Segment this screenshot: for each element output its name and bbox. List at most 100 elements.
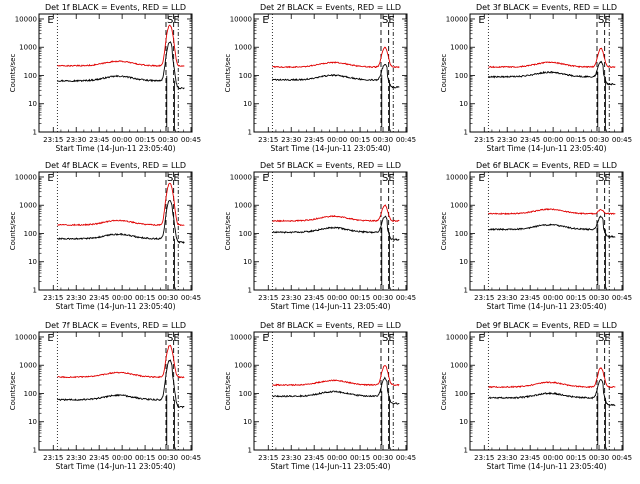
x-tick-label: 23:45: [520, 136, 540, 144]
x-tick-label: 23:15: [474, 136, 494, 144]
y-tick-label: 1000: [234, 362, 252, 370]
chart-title: Det 8f BLACK = Events, RED = LLD: [260, 321, 401, 330]
marker-label-e: E: [478, 15, 484, 26]
lld-line: [57, 182, 185, 227]
y-tick-label: 10000: [446, 15, 468, 23]
y-axis-label: Counts/sec: [224, 54, 232, 93]
chart-title: Det 9f BLACK = Events, RED = LLD: [476, 321, 617, 330]
y-tick-label: 1: [464, 129, 468, 137]
x-tick-label: 00:30: [589, 136, 609, 144]
x-tick-label: 23:30: [497, 294, 517, 302]
plot-frame: [469, 13, 624, 133]
x-tick-label: 23:45: [89, 136, 109, 144]
plot-frame: [469, 331, 624, 451]
marker-label-se: SE: [167, 15, 180, 26]
chart-panel-9: Det 9f BLACK = Events, RED = LLD 1 10 100 10…: [440, 321, 632, 471]
y-tick-label: 10: [459, 418, 468, 426]
y-tick-label: 100: [455, 230, 468, 238]
events-line: [272, 64, 400, 89]
x-tick-label: 00:00: [112, 294, 132, 302]
events-line: [57, 359, 185, 409]
x-tick-label: 23:45: [520, 454, 540, 462]
marker-label-se: SE: [167, 333, 180, 344]
x-tick-label: 00:15: [350, 454, 370, 462]
marker-label-e: E: [478, 173, 484, 184]
lld-line: [57, 344, 185, 379]
y-axis-label: Counts/sec: [9, 212, 17, 251]
y-tick-label: 10: [28, 100, 37, 108]
chart-panel-1: Det 1f BLACK = Events, RED = LLD 1 10 100 10…: [9, 3, 201, 153]
events-line: [272, 376, 400, 405]
y-axis-label: Counts/sec: [9, 54, 17, 93]
y-axis-label: Counts/sec: [224, 372, 232, 411]
y-axis-label: Counts/sec: [440, 212, 448, 251]
x-tick-label: 00:30: [158, 294, 178, 302]
events-line: [488, 215, 616, 239]
x-tick-label: 23:30: [497, 454, 517, 462]
x-tick-label: 00:45: [396, 454, 416, 462]
chart-panel-4: Det 4f BLACK = Events, RED = LLD 1 10 100 10…: [9, 161, 201, 311]
y-tick-label: 100: [239, 230, 252, 238]
chart-title: Det 2f BLACK = Events, RED = LLD: [260, 3, 401, 12]
y-tick-label: 100: [455, 72, 468, 80]
x-tick-label: 23:15: [258, 136, 278, 144]
x-axis-label: Start Time (14-Jun-11 23:05:40): [487, 462, 607, 471]
y-tick-label: 100: [24, 390, 37, 398]
y-tick-label: 1: [33, 129, 37, 137]
lld-line: [488, 367, 616, 389]
x-tick-label: 23:45: [89, 294, 109, 302]
plot-frame: [469, 171, 624, 291]
lld-line: [272, 204, 400, 223]
chart-panel-6: Det 6f BLACK = Events, RED = LLD 1 10 100 10…: [440, 161, 632, 311]
x-tick-label: 23:30: [66, 136, 86, 144]
y-tick-label: 10: [28, 418, 37, 426]
events-line: [488, 60, 616, 86]
x-tick-label: 00:45: [181, 454, 201, 462]
y-tick-label: 10000: [15, 173, 37, 181]
chart-title: Det 5f BLACK = Events, RED = LLD: [260, 161, 401, 170]
y-tick-label: 1000: [19, 44, 37, 52]
x-tick-label: 23:45: [304, 136, 324, 144]
marker-label-se: SE: [382, 15, 395, 26]
plot-frame: [38, 13, 193, 133]
y-tick-label: 10000: [230, 173, 252, 181]
y-tick-label: 1: [464, 447, 468, 455]
plot-frame: [253, 171, 408, 291]
x-tick-label: 00:45: [396, 136, 416, 144]
x-tick-label: 00:30: [158, 454, 178, 462]
marker-label-se: SE: [382, 333, 395, 344]
chart-title: Det 4f BLACK = Events, RED = LLD: [45, 161, 186, 170]
y-tick-label: 1: [33, 447, 37, 455]
lld-line: [272, 365, 400, 387]
chart-title: Det 7f BLACK = Events, RED = LLD: [45, 321, 186, 330]
x-tick-label: 23:30: [66, 294, 86, 302]
x-tick-label: 23:15: [43, 294, 63, 302]
y-tick-label: 10: [459, 258, 468, 266]
marker-label-e: E: [47, 333, 53, 344]
x-tick-label: 23:45: [89, 454, 109, 462]
y-tick-label: 10000: [15, 333, 37, 341]
x-tick-label: 23:15: [43, 454, 63, 462]
y-tick-label: 100: [239, 72, 252, 80]
y-axis-label: Counts/sec: [440, 54, 448, 93]
x-tick-label: 23:30: [281, 454, 301, 462]
marker-label-e: E: [262, 333, 268, 344]
x-tick-label: 00:00: [112, 136, 132, 144]
x-axis-label: Start Time (14-Jun-11 23:05:40): [271, 462, 391, 471]
y-tick-label: 10: [459, 100, 468, 108]
plot-frame: [38, 171, 193, 291]
x-tick-label: 23:30: [281, 136, 301, 144]
x-tick-label: 23:15: [258, 294, 278, 302]
y-tick-label: 10000: [230, 333, 252, 341]
x-tick-label: 00:30: [589, 294, 609, 302]
y-tick-label: 1000: [234, 44, 252, 52]
x-tick-label: 23:30: [281, 294, 301, 302]
marker-label-e: E: [478, 333, 484, 344]
x-tick-label: 00:00: [112, 454, 132, 462]
x-tick-label: 00:15: [566, 136, 586, 144]
lld-line: [488, 47, 616, 69]
marker-label-se: SE: [167, 173, 180, 184]
chart-title: Det 1f BLACK = Events, RED = LLD: [45, 3, 186, 12]
events-line: [488, 378, 616, 407]
x-tick-label: 00:45: [181, 136, 201, 144]
